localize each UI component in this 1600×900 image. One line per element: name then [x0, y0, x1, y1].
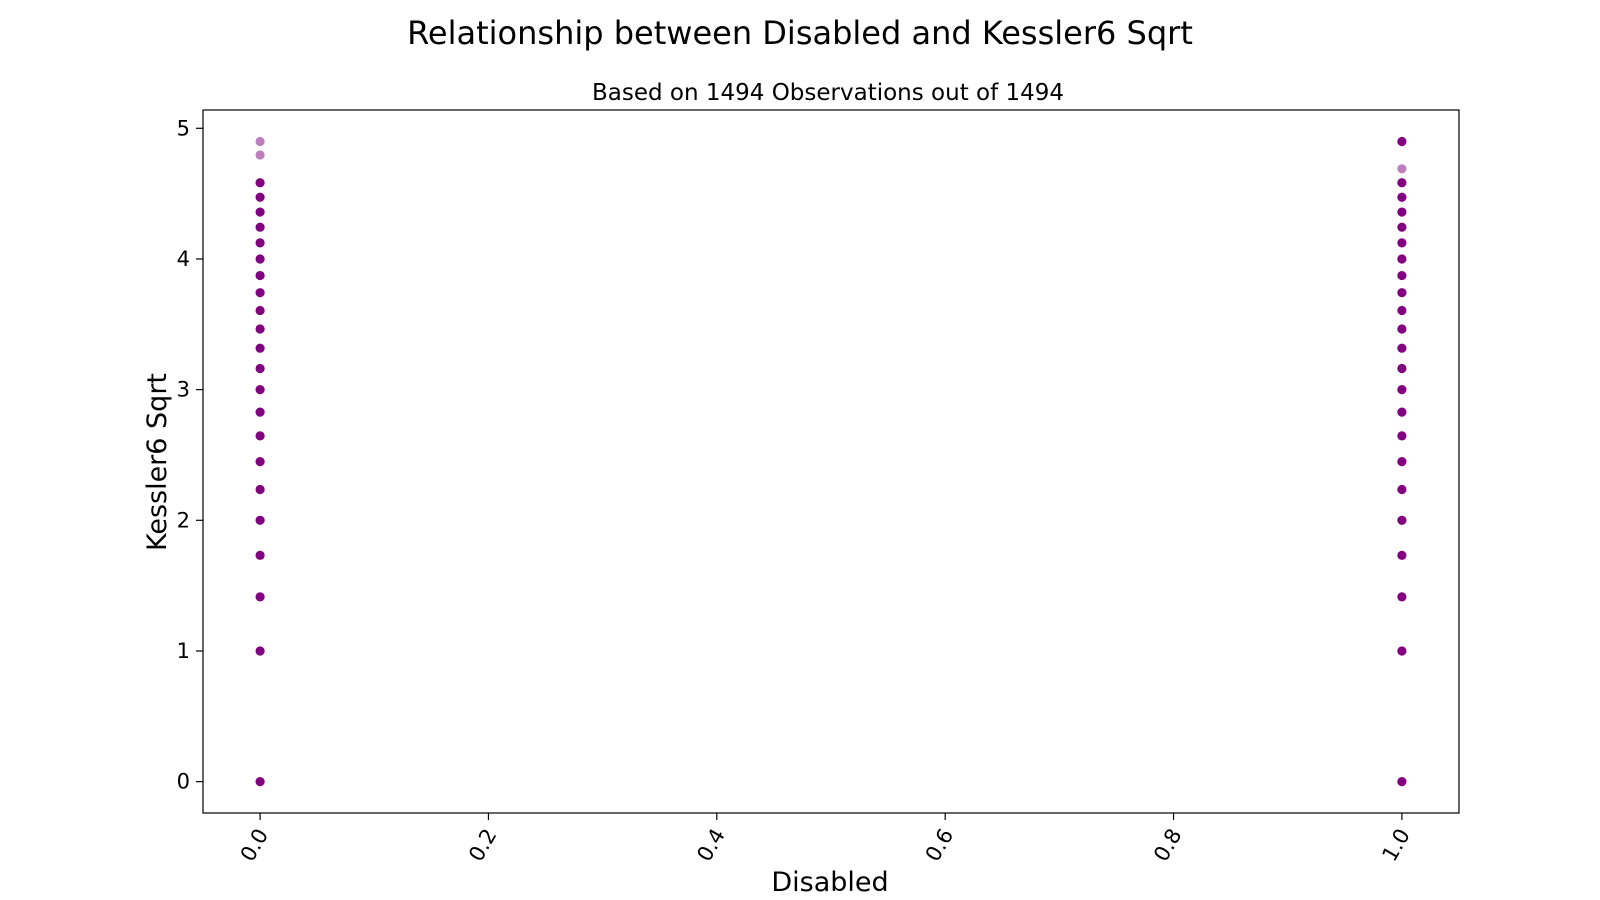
x-tick-label: 1.0 [1377, 825, 1414, 866]
y-tick-label: 4 [177, 247, 190, 271]
data-point [255, 484, 265, 495]
y-axis-ticks: 0 1 2 3 4 5 [177, 116, 203, 794]
data-point [1397, 192, 1407, 202]
data-point [1397, 305, 1407, 316]
data-point [1397, 550, 1407, 560]
data-point [255, 222, 265, 232]
data-point [255, 515, 265, 525]
data-point [1397, 270, 1407, 281]
x-axis-ticks: 0.0 0.2 0.4 0.6 0.8 1.0 [236, 813, 1415, 865]
data-point [255, 288, 265, 298]
data-point [255, 407, 265, 417]
data-point [1397, 254, 1407, 264]
x-tick-label: 0.2 [464, 825, 501, 866]
data-point [1397, 457, 1407, 467]
data-point [255, 777, 265, 787]
x-axis-label: Disabled [771, 867, 888, 898]
data-point [1397, 431, 1407, 441]
x-tick-label: 0.8 [1149, 825, 1186, 866]
chart-title: Relationship between Disabled and Kessle… [407, 14, 1193, 52]
data-point [255, 343, 265, 353]
data-point [1397, 363, 1407, 374]
y-tick-label: 1 [177, 639, 190, 663]
data-point [255, 207, 265, 217]
data-point [255, 457, 265, 467]
data-point [1397, 385, 1407, 395]
data-point [255, 431, 265, 441]
data-point [1397, 222, 1407, 232]
data-point [1397, 164, 1407, 174]
data-point [255, 150, 265, 160]
y-axis-label: Kessler6 Sqrt [142, 373, 173, 551]
data-point [255, 305, 265, 316]
data-point [1397, 324, 1407, 334]
data-point [255, 238, 265, 248]
x-tick-label: 0.6 [921, 825, 958, 866]
y-tick-label: 5 [177, 116, 190, 140]
data-point [1397, 343, 1407, 353]
x-tick-label: 0.4 [692, 825, 729, 866]
data-point [255, 254, 265, 264]
data-point [255, 192, 265, 202]
data-point [1397, 484, 1407, 495]
chart-subtitle: Based on 1494 Observations out of 1494 [592, 80, 1064, 106]
data-point [1397, 178, 1407, 188]
plot-area-frame [202, 109, 1460, 814]
data-point [255, 385, 265, 395]
y-tick-label: 0 [177, 770, 190, 794]
data-point [255, 550, 265, 560]
data-point [1397, 646, 1407, 656]
data-point [255, 324, 265, 334]
data-point [255, 592, 265, 602]
data-point [1397, 288, 1407, 298]
scatter-points [255, 136, 1407, 787]
data-point [255, 270, 265, 281]
data-point [1397, 777, 1407, 787]
data-point [1397, 592, 1407, 602]
data-point [255, 646, 265, 656]
data-point [255, 178, 265, 188]
data-point [255, 363, 265, 374]
y-tick-label: 2 [177, 508, 190, 532]
data-point [1397, 515, 1407, 525]
data-point [1397, 136, 1407, 147]
x-tick-label: 0.0 [236, 825, 273, 866]
data-point [1397, 238, 1407, 248]
data-point [1397, 207, 1407, 217]
data-point [1397, 407, 1407, 417]
data-point [255, 136, 265, 147]
y-tick-label: 3 [177, 378, 190, 402]
